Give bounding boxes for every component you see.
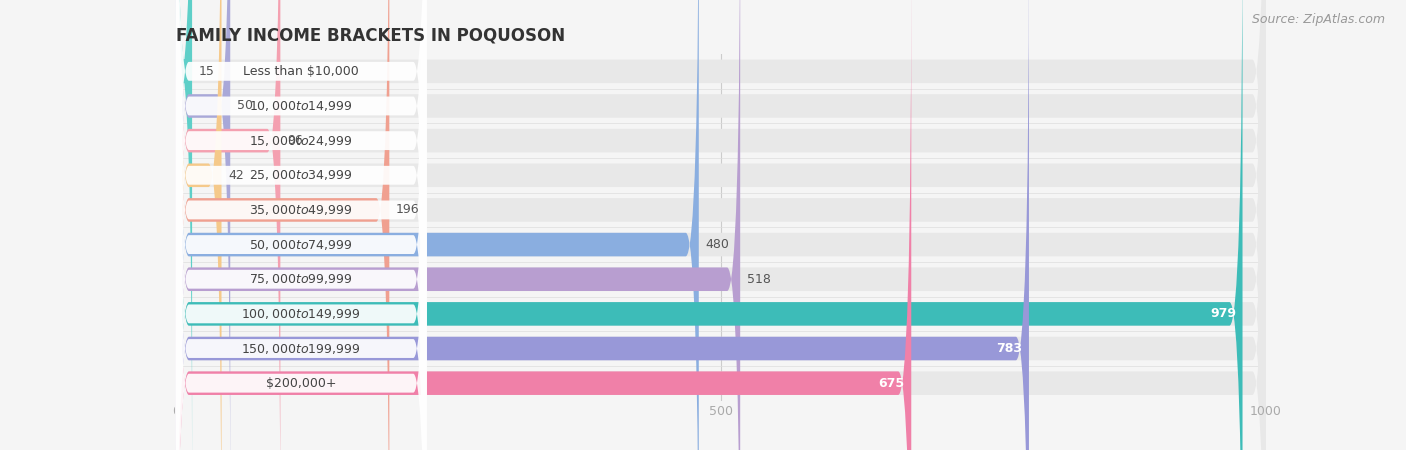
Text: 480: 480 <box>706 238 730 251</box>
Text: 979: 979 <box>1211 307 1236 320</box>
Text: $75,000 to $99,999: $75,000 to $99,999 <box>249 272 353 286</box>
FancyBboxPatch shape <box>176 0 1265 450</box>
Text: $50,000 to $74,999: $50,000 to $74,999 <box>249 238 353 252</box>
FancyBboxPatch shape <box>176 0 1265 450</box>
Text: 15: 15 <box>198 65 215 78</box>
FancyBboxPatch shape <box>176 0 231 450</box>
FancyBboxPatch shape <box>176 0 1265 450</box>
Text: 42: 42 <box>228 169 243 182</box>
Text: 50: 50 <box>236 99 253 112</box>
FancyBboxPatch shape <box>176 0 426 450</box>
FancyBboxPatch shape <box>176 0 426 450</box>
FancyBboxPatch shape <box>176 0 699 450</box>
FancyBboxPatch shape <box>176 0 740 450</box>
Text: $10,000 to $14,999: $10,000 to $14,999 <box>249 99 353 113</box>
FancyBboxPatch shape <box>176 0 1265 450</box>
FancyBboxPatch shape <box>176 0 1265 450</box>
FancyBboxPatch shape <box>176 0 1265 450</box>
FancyBboxPatch shape <box>176 0 426 450</box>
Text: 518: 518 <box>747 273 770 286</box>
FancyBboxPatch shape <box>176 0 426 450</box>
FancyBboxPatch shape <box>176 0 426 450</box>
FancyBboxPatch shape <box>176 0 193 450</box>
FancyBboxPatch shape <box>176 0 426 450</box>
FancyBboxPatch shape <box>176 0 426 450</box>
FancyBboxPatch shape <box>176 0 426 450</box>
FancyBboxPatch shape <box>176 0 1243 450</box>
Text: Source: ZipAtlas.com: Source: ZipAtlas.com <box>1251 14 1385 27</box>
Text: Less than $10,000: Less than $10,000 <box>243 65 359 78</box>
Text: $200,000+: $200,000+ <box>266 377 336 390</box>
FancyBboxPatch shape <box>176 0 222 450</box>
FancyBboxPatch shape <box>176 0 1265 450</box>
Text: $25,000 to $34,999: $25,000 to $34,999 <box>249 168 353 182</box>
FancyBboxPatch shape <box>176 0 389 450</box>
Text: 675: 675 <box>879 377 904 390</box>
FancyBboxPatch shape <box>176 0 1265 450</box>
Text: $35,000 to $49,999: $35,000 to $49,999 <box>249 203 353 217</box>
Text: 783: 783 <box>997 342 1022 355</box>
FancyBboxPatch shape <box>176 0 1265 450</box>
FancyBboxPatch shape <box>176 0 1265 450</box>
Text: $150,000 to $199,999: $150,000 to $199,999 <box>242 342 361 356</box>
Text: 196: 196 <box>396 203 419 216</box>
FancyBboxPatch shape <box>176 0 426 450</box>
Text: 96: 96 <box>287 134 302 147</box>
FancyBboxPatch shape <box>176 0 1029 450</box>
Text: FAMILY INCOME BRACKETS IN POQUOSON: FAMILY INCOME BRACKETS IN POQUOSON <box>176 26 565 44</box>
FancyBboxPatch shape <box>176 0 280 450</box>
Text: $15,000 to $24,999: $15,000 to $24,999 <box>249 134 353 148</box>
Text: $100,000 to $149,999: $100,000 to $149,999 <box>242 307 361 321</box>
FancyBboxPatch shape <box>176 0 426 450</box>
FancyBboxPatch shape <box>176 0 911 450</box>
